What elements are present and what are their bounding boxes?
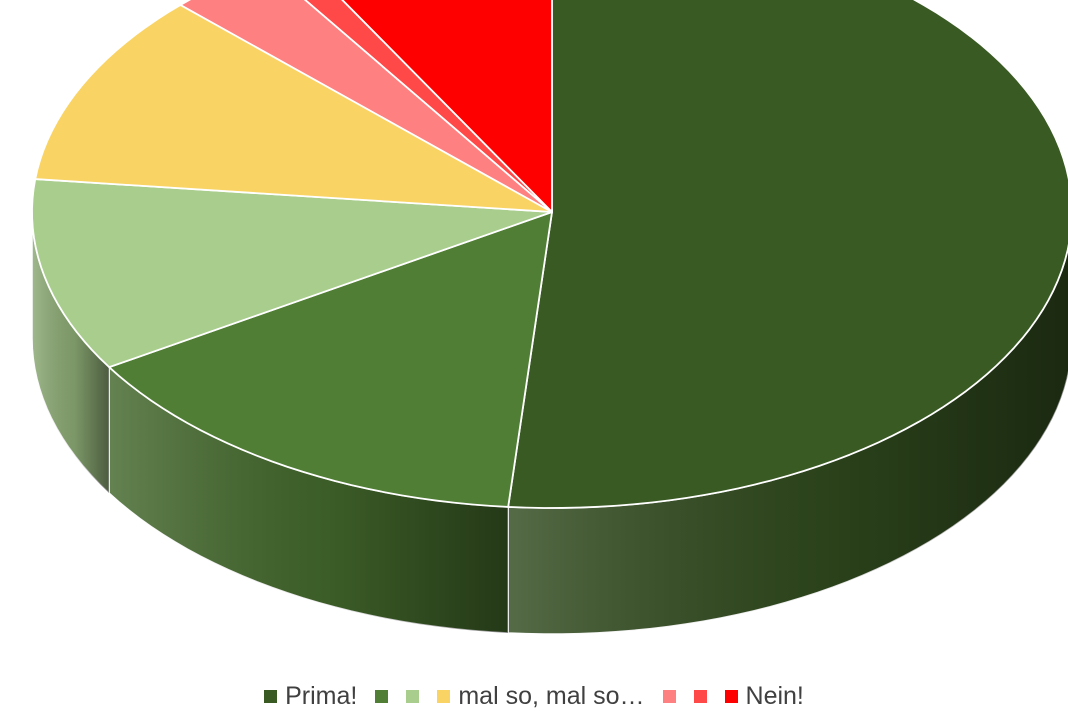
legend-item (375, 689, 389, 703)
pie-slice-1 (108, 211, 553, 508)
legend-item (406, 689, 420, 703)
chart-legend: Prima! mal so, mal so… Nein! (0, 678, 1068, 714)
pie-slice-0 (507, 0, 1068, 509)
legend-swatch (662, 689, 676, 703)
legend-swatch (264, 689, 278, 703)
legend-label: Prima! (285, 681, 358, 710)
legend-swatch (724, 689, 738, 703)
legend-label: Nein! (745, 681, 804, 710)
pie-side-shade-2 (32, 212, 110, 494)
pie-side-walls (31, 211, 1068, 635)
pie-chart (31, 0, 1068, 635)
pie-slice-4 (179, 0, 553, 213)
legend-item: Prima! (264, 682, 357, 711)
legend-item (662, 689, 676, 703)
pie-side-shade-1 (109, 367, 509, 633)
legend-item (693, 689, 707, 703)
pie-slice-5 (303, 0, 553, 213)
legend-swatch (375, 689, 389, 703)
legend-swatch (693, 689, 707, 703)
legend-swatch (437, 689, 451, 703)
legend-item: mal so, mal so… (437, 681, 645, 711)
legend-swatch (406, 689, 420, 703)
pie-slice-3 (34, 4, 553, 213)
legend-item: Nein! (724, 681, 804, 711)
pie-slice-6 (341, 0, 553, 213)
pie-slices (31, 0, 1068, 509)
pie-slice-2 (31, 178, 553, 369)
pie-side-shade-0 (508, 248, 1068, 634)
legend-label: mal so, mal so… (458, 681, 645, 710)
